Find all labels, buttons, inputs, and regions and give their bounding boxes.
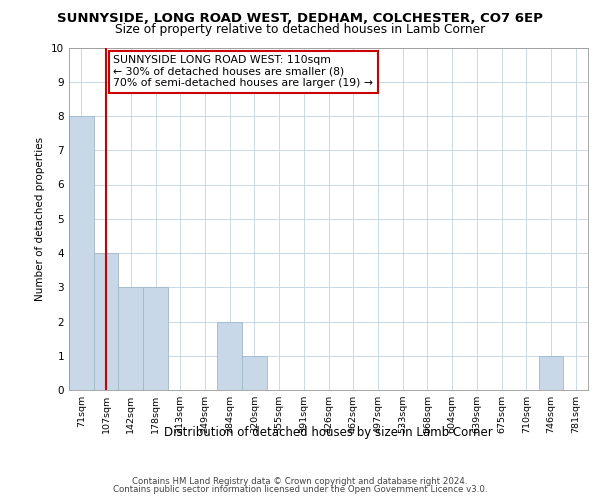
Bar xyxy=(94,253,118,390)
Text: Contains HM Land Registry data © Crown copyright and database right 2024.: Contains HM Land Registry data © Crown c… xyxy=(132,477,468,486)
Text: Contains public sector information licensed under the Open Government Licence v3: Contains public sector information licen… xyxy=(113,485,487,494)
Text: Size of property relative to detached houses in Lamb Corner: Size of property relative to detached ho… xyxy=(115,22,485,36)
Bar xyxy=(242,356,267,390)
Text: SUNNYSIDE LONG ROAD WEST: 110sqm
← 30% of detached houses are smaller (8)
70% of: SUNNYSIDE LONG ROAD WEST: 110sqm ← 30% o… xyxy=(113,55,373,88)
Bar xyxy=(118,287,143,390)
Bar xyxy=(217,322,242,390)
Bar xyxy=(539,356,563,390)
Text: SUNNYSIDE, LONG ROAD WEST, DEDHAM, COLCHESTER, CO7 6EP: SUNNYSIDE, LONG ROAD WEST, DEDHAM, COLCH… xyxy=(57,12,543,26)
Bar xyxy=(69,116,94,390)
Text: Distribution of detached houses by size in Lamb Corner: Distribution of detached houses by size … xyxy=(164,426,493,439)
Bar xyxy=(143,287,168,390)
Y-axis label: Number of detached properties: Number of detached properties xyxy=(35,136,46,301)
